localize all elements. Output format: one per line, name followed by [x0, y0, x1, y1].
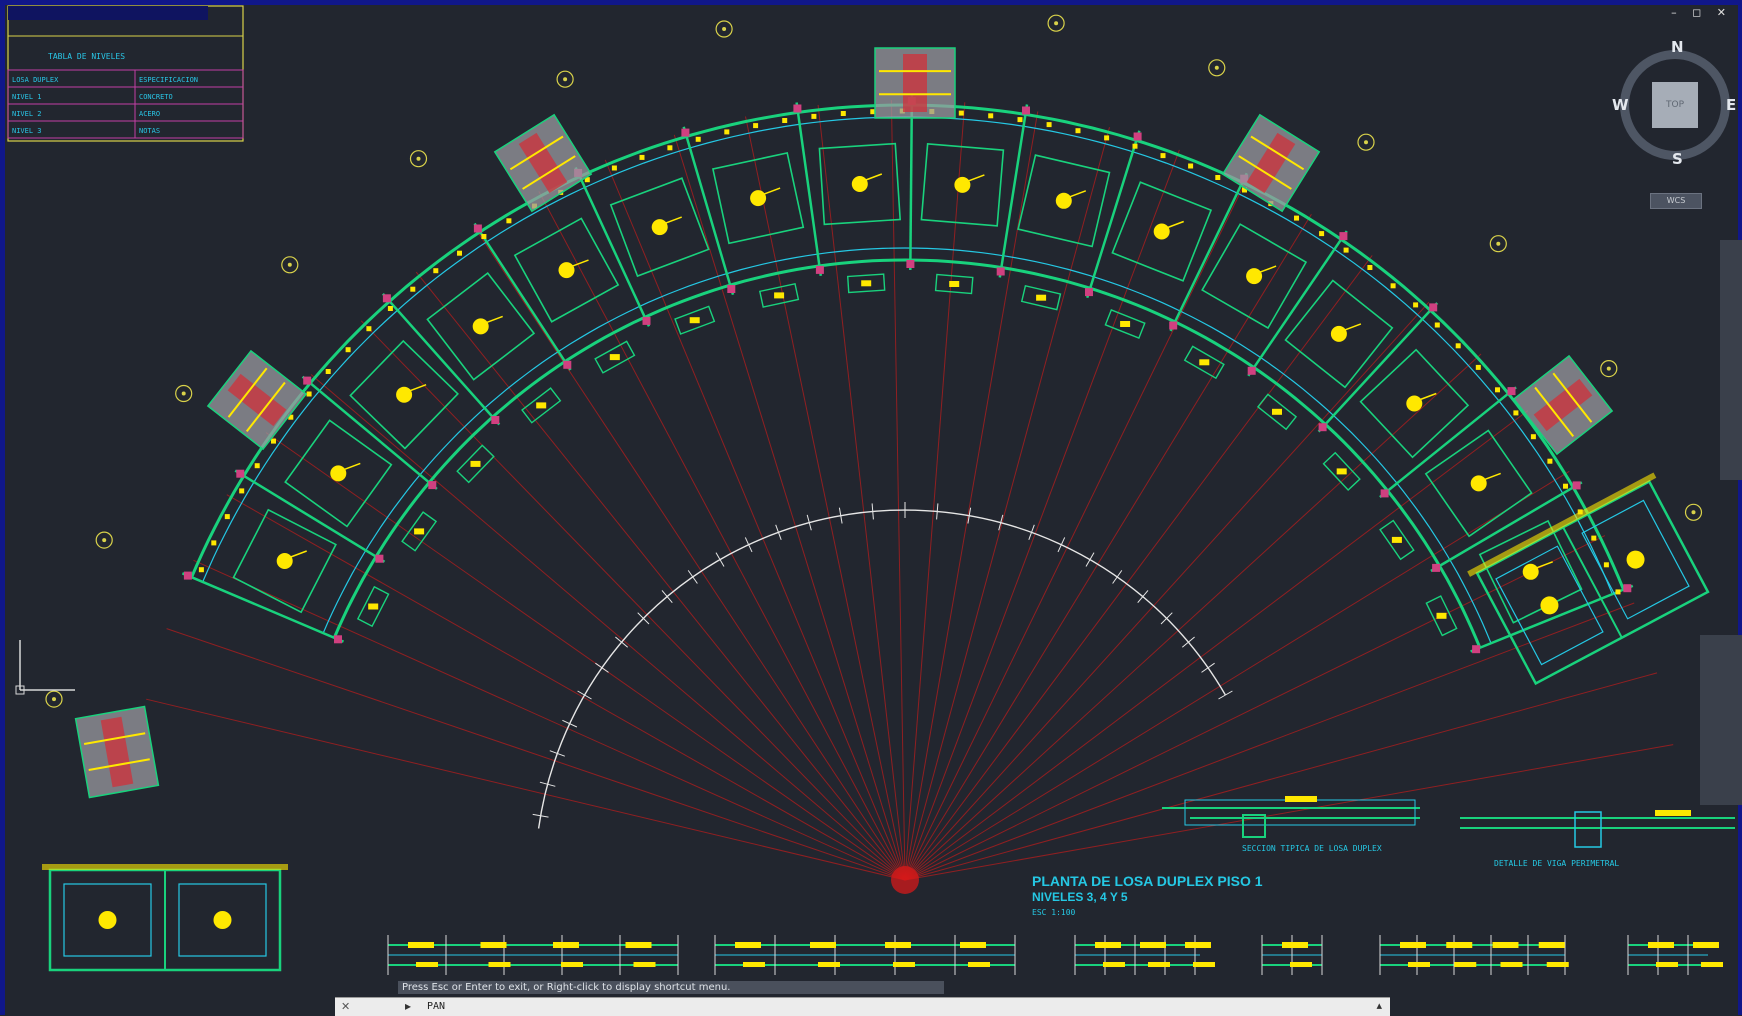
section-label-2: DETALLE DE VIGA PERIMETRAL [1494, 859, 1619, 868]
radial-grid-lines [146, 100, 1674, 894]
drawing-subtitle: NIVELES 3, 4 Y 5 [1032, 890, 1128, 904]
command-history-arrow-icon[interactable]: ▴ [1376, 999, 1382, 1012]
section-detail-1: SECCION TIPICA DE LOSA DUPLEX [1162, 796, 1420, 853]
title-block-spec-4: NOTAS [139, 127, 160, 135]
close-icon[interactable]: ✕ [341, 1000, 351, 1013]
navigation-bar[interactable] [1720, 240, 1742, 480]
drawing-title: PLANTA DE LOSA DUPLEX PISO 1 [1032, 873, 1263, 889]
title-block-row-3: NIVEL 2 [12, 110, 42, 118]
viewcube-compass-ring[interactable] [1620, 50, 1730, 160]
compass-south-label[interactable]: S [1672, 150, 1683, 168]
command-prompt-icon[interactable]: ▸ [405, 999, 412, 1013]
title-block-spec-3: ACERO [139, 110, 160, 118]
command-line[interactable]: ✕ ▸ ▴ [335, 997, 1390, 1016]
title-block-spec-2: CONCRETO [139, 93, 173, 101]
ucs-icon [15, 640, 75, 695]
window-controls[interactable]: – ◻ ✕ [1671, 6, 1732, 19]
viewcube-navigator[interactable]: TOP N S E W [1612, 38, 1742, 170]
title-block: TABLA DE NIVELES LOSA DUPLEX NIVEL 1 NIV… [7, 5, 244, 142]
section-detail-2: DETALLE DE VIGA PERIMETRAL [1460, 810, 1735, 868]
title-block-row-1: LOSA DUPLEX [12, 76, 59, 84]
title-block-header: TABLA DE NIVELES [48, 52, 125, 61]
section-label-1: SECCION TIPICA DE LOSA DUPLEX [1242, 844, 1382, 853]
command-history-hint: Press Esc or Enter to exit, or Right-cli… [398, 981, 944, 994]
drawing-scale: ESC 1:100 [1032, 908, 1076, 917]
end-wing-blocks [42, 472, 1710, 972]
compass-west-label[interactable]: W [1612, 96, 1629, 114]
wcs-menu-button[interactable]: WCS [1650, 193, 1702, 209]
command-input[interactable] [427, 1000, 1307, 1013]
compass-east-label[interactable]: E [1726, 96, 1737, 114]
compass-north-label[interactable]: N [1671, 38, 1684, 56]
curved-slab-band [181, 94, 1634, 654]
inner-arc [532, 502, 1233, 829]
stair-core-towers [74, 47, 1614, 799]
viewcube-top-face[interactable]: TOP [1652, 82, 1698, 128]
grid-bubbles [45, 14, 1703, 708]
title-block-spec-1: ESPECIFICACION [139, 76, 198, 84]
title-block-row-4: NIVEL 3 [12, 127, 42, 135]
scroll-panel[interactable] [1700, 635, 1742, 805]
bottom-beam-elevations [387, 935, 1723, 975]
title-block-row-2: NIVEL 1 [12, 93, 42, 101]
